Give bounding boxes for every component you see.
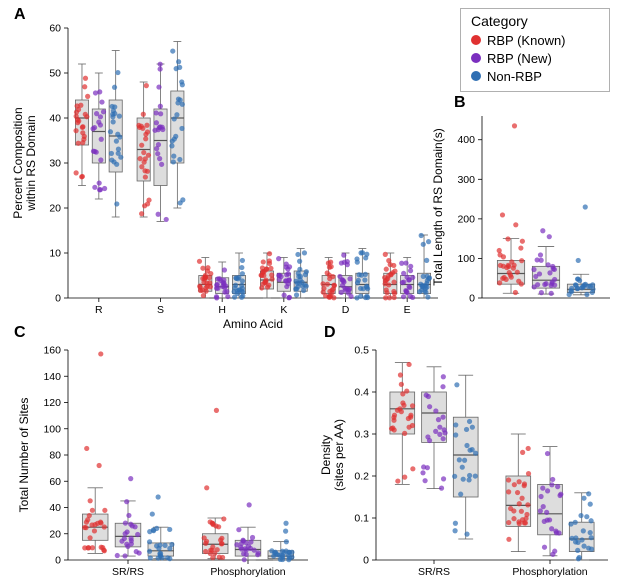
svg-text:140: 140 xyxy=(43,371,61,383)
svg-text:0.4: 0.4 xyxy=(354,387,369,399)
svg-text:Total Number of Sites: Total Number of Sites xyxy=(17,398,31,513)
svg-text:0: 0 xyxy=(469,293,475,305)
svg-text:Amino Acid: Amino Acid xyxy=(223,317,283,331)
panel-label-a: A xyxy=(14,6,26,24)
panel-c: 020406080100120140160Total Number of Sit… xyxy=(68,350,310,562)
svg-text:R: R xyxy=(95,304,103,316)
svg-text:60: 60 xyxy=(49,476,61,488)
svg-text:50: 50 xyxy=(49,68,61,80)
panel-b: 0100200300400Total Length of RS Domain(s… xyxy=(482,116,612,300)
svg-text:SR/RS: SR/RS xyxy=(112,566,144,578)
svg-text:Phosphorylation: Phosphorylation xyxy=(512,566,587,578)
svg-text:10: 10 xyxy=(49,248,61,260)
legend-box: Category RBP (Known) RBP (New) Non-RBP xyxy=(460,8,610,92)
svg-text:400: 400 xyxy=(457,134,475,146)
svg-text:E: E xyxy=(404,304,411,316)
svg-text:Phosphorylation: Phosphorylation xyxy=(210,566,285,578)
legend-item-known: RBP (Known) xyxy=(471,31,599,49)
figure-root: A B C D Category RBP (Known) RBP (New) N… xyxy=(0,0,623,587)
panel-label-c: C xyxy=(14,324,26,342)
svg-text:0.1: 0.1 xyxy=(354,513,369,525)
legend-item-new: RBP (New) xyxy=(471,49,599,67)
svg-text:30: 30 xyxy=(49,158,61,170)
panel-d: 00.10.20.30.40.5Density(sites per AA)SR/… xyxy=(376,350,610,562)
svg-text:0.3: 0.3 xyxy=(354,429,369,441)
svg-text:60: 60 xyxy=(49,23,61,35)
legend-label-new: RBP (New) xyxy=(487,51,552,66)
panel-a: 0102030405060Percent Compositionwithin R… xyxy=(68,28,440,300)
svg-text:Percent Compositionwithin RS D: Percent Compositionwithin RS Domain xyxy=(11,107,38,218)
svg-text:300: 300 xyxy=(457,174,475,186)
svg-text:120: 120 xyxy=(43,397,61,409)
svg-text:Density(sites per AA): Density(sites per AA) xyxy=(319,419,346,491)
svg-text:200: 200 xyxy=(457,213,475,225)
legend-label-non: Non-RBP xyxy=(487,69,542,84)
legend-dot-known xyxy=(471,35,481,45)
svg-text:0: 0 xyxy=(55,555,61,567)
legend-title: Category xyxy=(471,13,599,29)
svg-text:K: K xyxy=(280,304,287,316)
svg-text:S: S xyxy=(157,304,164,316)
svg-text:0.2: 0.2 xyxy=(354,471,369,483)
svg-text:Total Length of RS Domain(s): Total Length of RS Domain(s) xyxy=(431,128,445,285)
svg-text:100: 100 xyxy=(43,423,61,435)
svg-text:40: 40 xyxy=(49,113,61,125)
svg-text:0: 0 xyxy=(55,293,61,305)
svg-text:20: 20 xyxy=(49,203,61,215)
svg-text:0.5: 0.5 xyxy=(354,345,369,357)
svg-text:D: D xyxy=(342,304,350,316)
svg-text:SR/RS: SR/RS xyxy=(418,566,450,578)
panel-label-b: B xyxy=(454,94,466,112)
legend-label-known: RBP (Known) xyxy=(487,33,566,48)
panel-label-d: D xyxy=(324,324,336,342)
svg-text:H: H xyxy=(218,304,226,316)
svg-text:100: 100 xyxy=(457,253,475,265)
legend-item-non: Non-RBP xyxy=(471,67,599,85)
svg-text:160: 160 xyxy=(43,345,61,357)
svg-text:0: 0 xyxy=(363,555,369,567)
legend-dot-new xyxy=(471,53,481,63)
legend-dot-non xyxy=(471,71,481,81)
svg-text:80: 80 xyxy=(49,450,61,462)
svg-text:40: 40 xyxy=(49,502,61,514)
svg-text:20: 20 xyxy=(49,528,61,540)
